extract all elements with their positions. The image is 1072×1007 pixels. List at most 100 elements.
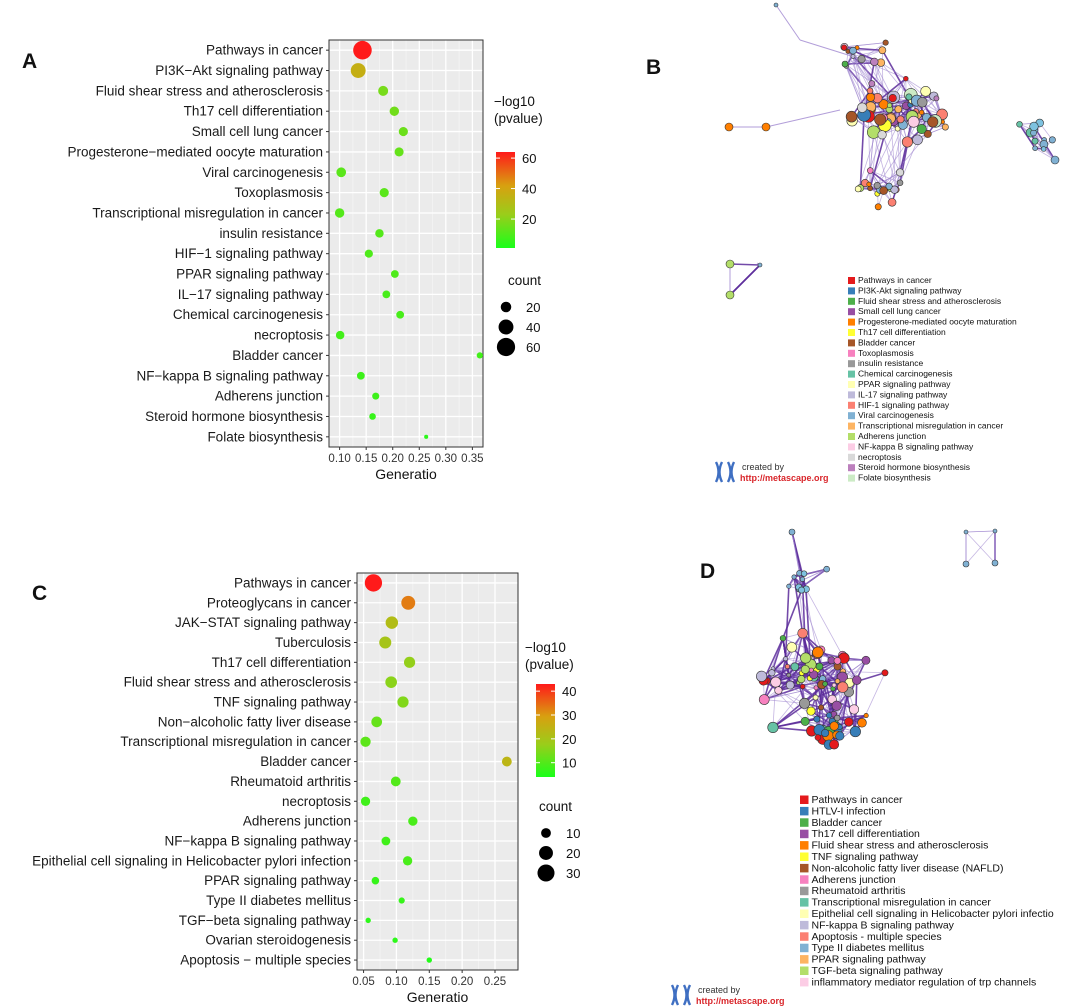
network-node <box>885 182 893 190</box>
network-node <box>770 676 782 688</box>
y-tick-label: HIF−1 signaling pathway <box>175 246 323 261</box>
network-node <box>822 681 828 687</box>
created-by-label: created by <box>698 985 741 995</box>
network-node <box>867 167 874 174</box>
network-node <box>799 697 810 709</box>
metascape-logo <box>670 984 692 1006</box>
network-legend-label: inflammatory mediator regulation of trp … <box>812 976 1037 988</box>
network-node <box>725 259 735 269</box>
network-node <box>841 60 849 68</box>
network-edge <box>852 50 873 84</box>
network-node <box>854 185 862 193</box>
data-point <box>403 656 416 668</box>
size-legend-label: 20 <box>526 300 540 315</box>
data-point <box>390 270 399 278</box>
y-tick-label: Type II diabetes mellitus <box>206 893 351 908</box>
network-legend-label: Toxoplasmosis <box>858 348 914 358</box>
network-legend-label: PI3K-Akt signaling pathway <box>858 285 962 295</box>
network-legend-swatch <box>848 287 855 295</box>
network-node <box>800 570 808 577</box>
network-node <box>901 136 913 148</box>
y-tick-label: TGF−beta signaling pathway <box>179 913 351 928</box>
network-node <box>1016 121 1023 128</box>
y-tick-label: Non−alcoholic fatty liver disease <box>158 714 351 729</box>
network-edge <box>859 114 865 189</box>
network-node <box>812 694 819 701</box>
y-tick-label: Folate biosynthesis <box>207 429 323 444</box>
network-node <box>881 669 889 677</box>
network-legend-label: necroptosis <box>858 452 901 462</box>
network-node <box>818 704 825 711</box>
network-node <box>773 2 779 8</box>
data-point <box>364 249 373 258</box>
network-edge <box>729 263 761 266</box>
network-edge <box>965 530 996 533</box>
network-node <box>809 670 819 680</box>
network-legend-swatch <box>848 381 855 388</box>
network-legend-label: insulin resistance <box>858 358 923 368</box>
x-axis-title: Generatio <box>407 989 469 1005</box>
size-legend-title: count <box>539 799 572 814</box>
panel-label-a: A <box>22 50 37 73</box>
network-node <box>849 704 860 715</box>
network-legend-swatch <box>848 349 855 357</box>
y-tick-label: Rheumatoid arthritis <box>230 774 351 789</box>
data-point <box>360 796 371 806</box>
network-node <box>896 168 905 177</box>
network-legend-swatch <box>800 898 809 907</box>
network-legend-swatch <box>800 909 809 918</box>
network-node <box>866 87 874 94</box>
network-legend-swatch <box>848 370 855 378</box>
network-legend-swatch <box>800 977 809 987</box>
y-tick-label: Steroid hormone biosynthesis <box>145 409 323 424</box>
network-node <box>1040 146 1047 152</box>
network-node <box>823 565 830 573</box>
network-edge <box>870 170 901 184</box>
data-point <box>396 310 405 319</box>
network-node <box>882 39 889 46</box>
size-legend-label: 30 <box>566 866 580 881</box>
color-bar-label: 30 <box>562 708 576 723</box>
network-legend-swatch <box>848 433 855 440</box>
color-bar-label: 20 <box>522 212 536 227</box>
network-edge <box>877 172 901 186</box>
y-tick-label: Epithelial cell signaling in Helicobacte… <box>32 853 351 868</box>
panel-label-b: B <box>646 56 661 79</box>
network-node <box>886 102 893 108</box>
data-point <box>394 147 404 157</box>
color-legend-title: (pvalue) <box>525 657 574 672</box>
network-node <box>791 574 797 580</box>
network-node <box>919 109 925 115</box>
x-tick-label: 0.15 <box>418 976 440 988</box>
color-legend-title: −log10 <box>525 640 566 655</box>
network-edge <box>842 671 885 674</box>
network-node <box>890 185 899 194</box>
data-point <box>356 371 365 380</box>
network-legend-label: Viral carcinogenesis <box>858 410 934 420</box>
network-legend-label: HIF-1 signaling pathway <box>858 400 950 410</box>
network-node <box>833 657 842 665</box>
network-node <box>829 739 840 750</box>
network-legend-swatch <box>848 422 855 430</box>
metascape-logo-icon <box>714 461 736 483</box>
network-node <box>800 652 812 664</box>
network-node <box>815 662 824 671</box>
network-edge <box>765 109 841 128</box>
network-node <box>991 559 999 567</box>
network-legend-label: Pathways in cancer <box>858 275 932 285</box>
network-legend-label: IL-17 signaling pathway <box>858 389 948 399</box>
data-point <box>365 917 371 924</box>
network-node <box>923 129 932 138</box>
network-edge <box>764 699 805 704</box>
network-legend-swatch <box>800 943 809 953</box>
network-node <box>962 560 970 568</box>
network-edge <box>762 637 784 681</box>
data-point <box>408 816 418 826</box>
network-node <box>992 528 998 534</box>
color-bar-label: 10 <box>562 756 576 771</box>
y-tick-label: Bladder cancer <box>232 348 323 363</box>
network-node <box>837 681 849 693</box>
data-point <box>385 676 397 688</box>
network-legend-swatch <box>848 297 855 305</box>
data-point <box>379 188 389 198</box>
